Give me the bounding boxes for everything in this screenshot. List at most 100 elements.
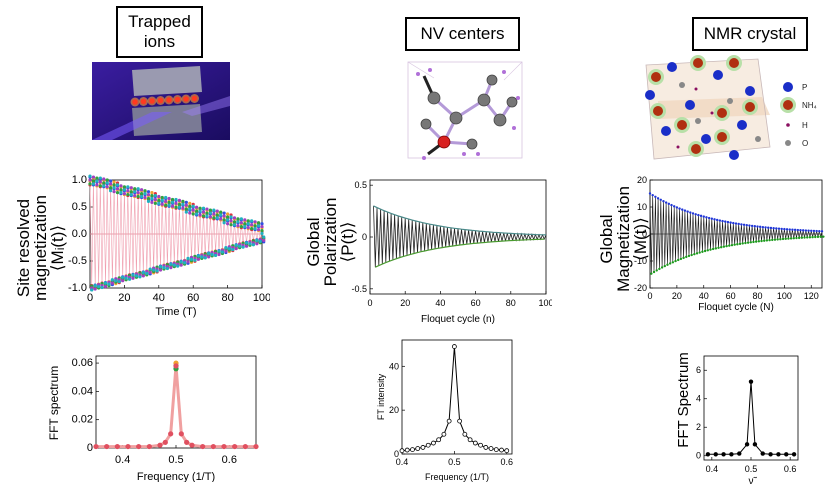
data-point (215, 209, 219, 213)
trapped-ions-header: Trapped ions (116, 6, 203, 58)
lower-point (709, 248, 712, 251)
upper-point (654, 195, 657, 198)
upper-point (691, 212, 695, 215)
lower-point (701, 250, 704, 253)
x-tick-label: 100 (253, 292, 270, 304)
lower-point (666, 263, 669, 266)
data-point (146, 199, 151, 203)
upper-point (721, 219, 724, 223)
upper-point (799, 229, 802, 232)
data-point (157, 194, 161, 199)
plot-frame (401, 339, 513, 455)
data-point (248, 242, 252, 246)
lower-point (722, 245, 726, 248)
data-point (117, 280, 121, 284)
trapped-ions-header-line1: Trapped (128, 12, 191, 31)
ion (157, 97, 164, 104)
data-point (260, 225, 264, 229)
upper-point (651, 193, 654, 197)
data-point (222, 221, 226, 225)
upper-point (769, 226, 773, 230)
data-point (188, 207, 192, 211)
y-tick-label: 10 (637, 202, 647, 212)
y-tick-label: -0.5 (351, 284, 367, 294)
data-point (188, 204, 192, 208)
y-tick-label: 0.5 (72, 201, 87, 213)
ft-point (431, 440, 436, 446)
upper-point (699, 214, 703, 218)
x-tick-label: 80 (221, 292, 233, 304)
x-tick-label: 40 (699, 291, 709, 301)
data-point (239, 225, 243, 229)
lower-point (806, 236, 809, 239)
data-point (201, 206, 206, 210)
legend-h: H (802, 121, 808, 130)
data-point (219, 217, 223, 221)
lower-point (787, 237, 790, 240)
data-point (253, 227, 257, 231)
y-tick-label: 0 (394, 449, 399, 459)
data-point (226, 215, 230, 219)
lower-point (682, 256, 685, 260)
upper-point (785, 228, 789, 231)
upper-point (659, 198, 662, 202)
data-point (207, 251, 211, 256)
fft-point (184, 439, 190, 445)
data-point (91, 179, 96, 183)
data-point (126, 185, 130, 189)
lower-envelope (375, 238, 545, 268)
data-point (219, 210, 223, 214)
data-point (91, 182, 96, 186)
data-point (186, 260, 190, 264)
lower-point (730, 243, 734, 247)
upper-point (820, 230, 824, 233)
data-point (191, 204, 195, 208)
fft-point (253, 443, 259, 450)
x-tick-label: 0.5 (168, 454, 183, 466)
lower-point (795, 236, 798, 240)
data-point (184, 210, 188, 214)
upper-point (715, 218, 719, 222)
upper-point (807, 229, 810, 232)
upper-point (705, 216, 708, 219)
data-point (112, 183, 116, 187)
y-tick-label: -1.0 (68, 282, 87, 294)
lower-point (711, 247, 715, 251)
data-point (188, 211, 192, 215)
data-point (115, 191, 120, 195)
data-point (133, 190, 137, 194)
data-point (150, 193, 154, 198)
nh4-core (651, 72, 661, 82)
upper-point (801, 229, 805, 232)
ft-point (467, 437, 473, 443)
lower-point (816, 235, 820, 239)
data-point (205, 207, 209, 211)
y-tick-label: 0.0 (72, 228, 87, 240)
lower-point (674, 259, 677, 263)
site-resolved-magnetization-chart: 0 20 40 60 80 100 -1.0 -0.5 0.0 0.5 1.0 Time (T) (68, 174, 270, 318)
data-point (262, 235, 266, 239)
data-point (158, 265, 163, 269)
data-point (102, 177, 106, 181)
data-point (183, 261, 187, 265)
x-tick-label: 20 (672, 291, 682, 301)
lower-point (679, 257, 683, 261)
data-point (122, 188, 126, 192)
fft-point (200, 443, 206, 450)
ft-point (451, 344, 457, 349)
data-point (191, 208, 195, 212)
data-point (146, 190, 151, 194)
data-point (95, 179, 99, 183)
lower-point (808, 236, 812, 239)
upper-point (761, 225, 765, 229)
data-point (143, 189, 147, 193)
data-point (153, 201, 157, 205)
lower-point (784, 237, 787, 240)
data-point (100, 285, 104, 290)
data-point (141, 270, 145, 275)
fft-point (221, 443, 227, 450)
lower-point (652, 270, 656, 274)
upper-point (764, 226, 767, 229)
lower-point (789, 237, 793, 240)
